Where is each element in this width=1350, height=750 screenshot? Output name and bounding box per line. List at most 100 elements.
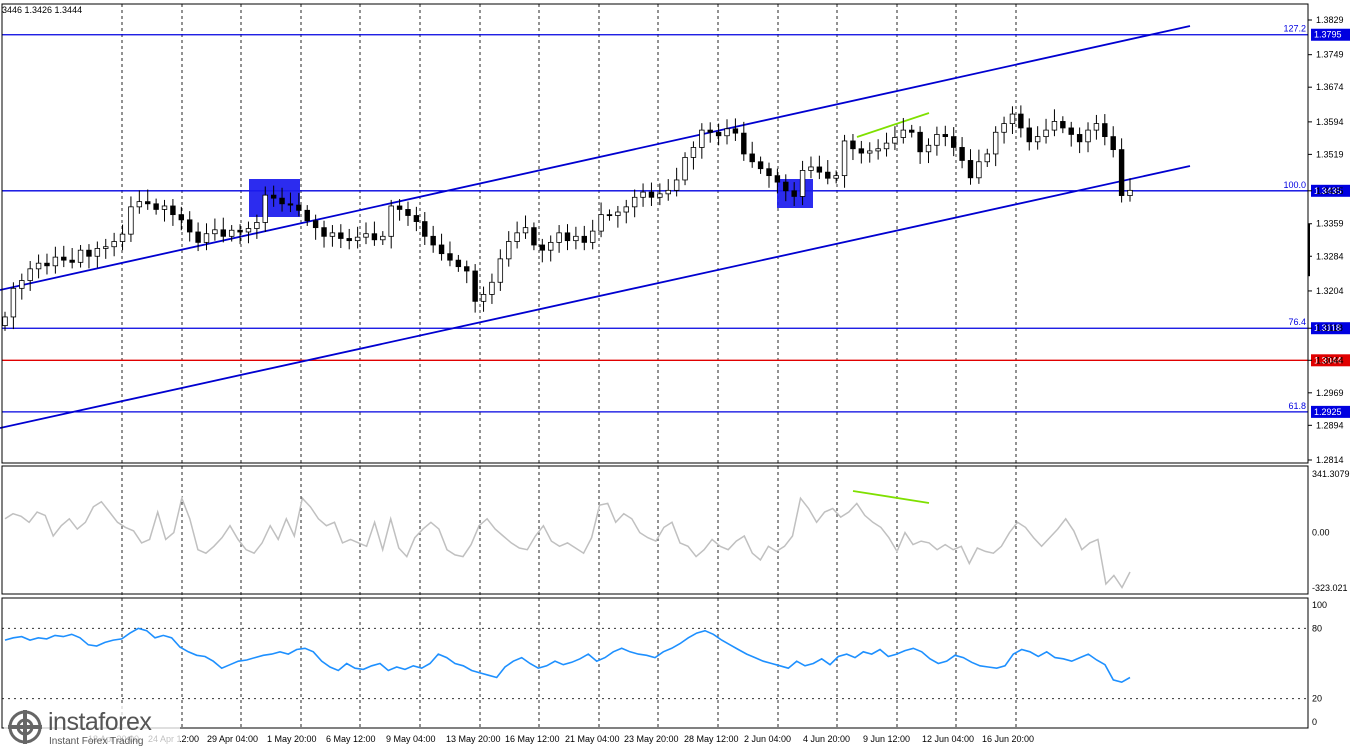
candle-body	[61, 256, 67, 261]
candle-body	[455, 259, 462, 268]
candle-body	[791, 190, 797, 197]
level-price-badge	[1311, 322, 1350, 335]
candle-body	[892, 137, 898, 144]
price-tick-label: 1.2894	[1316, 420, 1344, 430]
candle-body	[976, 161, 982, 179]
candle-body	[338, 232, 344, 239]
candle-body	[900, 129, 907, 138]
candle-body	[52, 256, 59, 267]
candle-body	[220, 229, 226, 237]
candle-body	[707, 129, 713, 133]
time-tick-label: 28 May 12:00	[684, 734, 739, 744]
oscillator-1-line	[4, 495, 1131, 589]
candle-body	[556, 232, 562, 243]
candle-body	[548, 241, 554, 251]
candle-body	[2, 316, 8, 327]
candle-body	[606, 214, 613, 217]
candle-body	[287, 203, 294, 206]
candle-body	[833, 175, 839, 179]
oscillator-1-frame	[1, 465, 1309, 595]
candle-body	[153, 203, 159, 210]
candle-body	[917, 131, 923, 153]
candle-body	[27, 268, 33, 281]
candle-body	[808, 166, 814, 171]
candle-body	[380, 235, 386, 241]
candle-body	[506, 241, 512, 260]
candle-body	[1026, 127, 1032, 143]
candle-body	[959, 147, 965, 161]
candle-body	[212, 229, 218, 235]
candle-body	[514, 232, 520, 242]
candle-body	[363, 233, 369, 238]
candle-body	[1043, 129, 1049, 138]
level-price-badge-text: 1.3435	[1314, 186, 1342, 196]
candle-body	[581, 235, 587, 243]
candle-body	[564, 232, 571, 242]
candle-body	[464, 266, 470, 272]
candle-body	[950, 136, 957, 148]
candle-body	[178, 214, 185, 221]
level-label: 76.4	[1288, 317, 1306, 327]
candle-body	[522, 227, 529, 234]
time-tick-label: 29 Apr 04:00	[207, 734, 258, 744]
price-tick-label: 1.3118	[1316, 323, 1343, 333]
candle-body	[539, 244, 546, 251]
candle-body	[909, 129, 915, 133]
candle-body	[816, 166, 823, 173]
oscillator-1-tick: -323.021	[1312, 583, 1348, 593]
candle-body	[94, 248, 101, 257]
candle-body	[472, 270, 478, 302]
candle-body	[875, 148, 881, 152]
candle-body	[623, 206, 629, 213]
candle-body	[531, 227, 537, 246]
time-tick-label: 12 Jun 04:00	[922, 734, 974, 744]
time-tick-label: 13 May 20:00	[446, 734, 501, 744]
price-tick-label: 1.3284	[1316, 251, 1344, 261]
candle-body	[799, 170, 806, 197]
candle-body	[1110, 136, 1116, 151]
time-tick-label: 21 May 04:00	[565, 734, 620, 744]
candle-body	[749, 153, 755, 163]
price-tick-label: 1.3044	[1316, 355, 1344, 365]
price-tick-label: 1.2969	[1316, 388, 1344, 398]
oscillator-2-tick: 100	[1312, 600, 1327, 610]
candle-body	[1034, 136, 1041, 143]
candle-body	[279, 197, 285, 205]
candle-body	[699, 129, 705, 148]
candle-body	[346, 238, 352, 242]
candle-body	[136, 201, 143, 208]
candle-body	[690, 147, 697, 158]
candle-body	[858, 148, 865, 154]
price-tick-label: 1.2814	[1316, 455, 1344, 465]
candle-body	[480, 294, 487, 302]
candle-body	[86, 249, 92, 257]
candle-body	[438, 244, 445, 255]
price-tick-label: 1.3674	[1316, 82, 1344, 92]
candle-body	[1085, 129, 1091, 143]
oscillator-2-tick: 20	[1312, 694, 1322, 704]
candle-body	[766, 168, 772, 177]
candle-body	[103, 246, 109, 249]
candle-body	[724, 128, 730, 137]
oscillator-panel-1: 341.3079 0.00 -323.021	[4, 469, 1350, 593]
candle-body	[203, 233, 210, 243]
candle-body	[44, 262, 50, 267]
level-label: 100.0	[1283, 180, 1306, 190]
candle-body	[145, 201, 151, 205]
candle-body	[648, 191, 655, 198]
candle-body	[598, 214, 604, 232]
price-tick-label: 1.3435	[1316, 186, 1344, 196]
candle-body	[497, 258, 504, 283]
candle-body	[77, 249, 84, 263]
time-tick-label: 9 May 04:00	[386, 734, 436, 744]
candle-body	[1068, 127, 1074, 135]
logo-icon	[8, 710, 42, 744]
candle-body	[354, 236, 361, 242]
level-price-badge-text: 1.3795	[1314, 30, 1342, 40]
level-price-badge-text: 1.3044	[1314, 355, 1342, 365]
level-price-badge	[1311, 184, 1350, 197]
oscillator-2-tick: 80	[1312, 623, 1322, 633]
highlight-boxes	[249, 179, 813, 217]
